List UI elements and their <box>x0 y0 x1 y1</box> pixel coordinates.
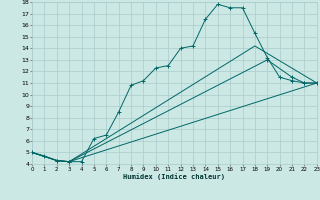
X-axis label: Humidex (Indice chaleur): Humidex (Indice chaleur) <box>124 173 225 180</box>
